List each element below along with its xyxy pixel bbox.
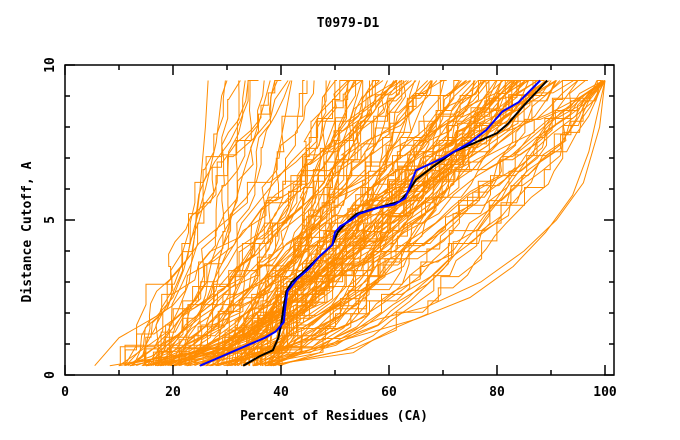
model-curve (270, 80, 606, 367)
model-curve (249, 80, 586, 366)
model-curve (143, 80, 289, 366)
model-curve (272, 80, 604, 367)
model-curve (189, 80, 588, 367)
model-curve (157, 80, 528, 367)
model-curve (205, 80, 557, 367)
model-curve (211, 80, 503, 367)
model-curve (177, 80, 514, 366)
model-curve (119, 80, 363, 366)
y-tick-label: 0 (43, 371, 58, 379)
model-curve (252, 80, 397, 367)
x-tick-label: 100 (593, 385, 617, 400)
model-curve (248, 80, 548, 366)
model-curve (186, 80, 606, 367)
x-tick-label: 80 (489, 385, 505, 400)
chart-title: T0979-D1 (317, 16, 380, 31)
x-tick-label: 0 (61, 385, 69, 400)
x-tick-label: 60 (381, 385, 397, 400)
y-tick-label: 10 (43, 57, 58, 73)
model-curve (179, 80, 278, 366)
model-curve (148, 80, 351, 367)
y-axis: 0 5 10 (43, 57, 614, 379)
model-curve (234, 80, 396, 366)
model-curve (141, 80, 398, 367)
model-curve (241, 80, 606, 367)
model-curve (170, 80, 380, 367)
model-curves (94, 80, 606, 367)
model-curve (215, 80, 331, 367)
model-curve (94, 80, 228, 367)
model-curve (211, 80, 606, 367)
model-curve (171, 80, 604, 367)
model-curve (154, 80, 240, 367)
model-curve (209, 80, 488, 367)
blue-model-curve (199, 79, 541, 367)
model-curve (155, 80, 259, 366)
model-curve (147, 80, 482, 367)
model-curve (229, 80, 476, 367)
model-curve (157, 80, 417, 366)
model-curve (152, 80, 485, 366)
model-curve (217, 80, 545, 367)
model-curve (167, 80, 265, 367)
model-curve (118, 80, 209, 367)
model-curve (167, 80, 246, 366)
model-curve (248, 80, 433, 366)
model-curve (237, 80, 403, 366)
y-tick-label: 5 (43, 216, 58, 224)
y-axis-label: Distance Cutoff, A (20, 161, 35, 302)
model-curve (162, 80, 388, 367)
model-curve (267, 80, 526, 367)
highlight-curves (199, 79, 548, 367)
model-curve (253, 80, 475, 367)
model-curve (161, 80, 546, 366)
x-axis-label: Percent of Residues (CA) (240, 409, 428, 424)
model-curve (264, 80, 602, 367)
x-axis: 0 20 40 60 80 100 (61, 65, 617, 400)
x-tick-label: 20 (165, 385, 181, 400)
plot-area (94, 79, 606, 367)
model-curve (270, 80, 605, 367)
model-curve (168, 80, 249, 366)
model-curve (203, 80, 308, 367)
model-curve (173, 80, 401, 367)
model-curve (260, 80, 460, 366)
x-tick-label: 40 (273, 385, 289, 400)
model-curve (223, 80, 536, 366)
model-curve (132, 80, 412, 367)
model-curve (212, 80, 534, 366)
model-curve (244, 80, 379, 366)
model-curve (260, 80, 512, 366)
model-curve (145, 80, 291, 366)
model-curve (217, 80, 395, 366)
model-curve (187, 80, 529, 367)
model-curve (261, 80, 606, 367)
model-curve (206, 80, 315, 366)
model-curve (124, 80, 407, 366)
